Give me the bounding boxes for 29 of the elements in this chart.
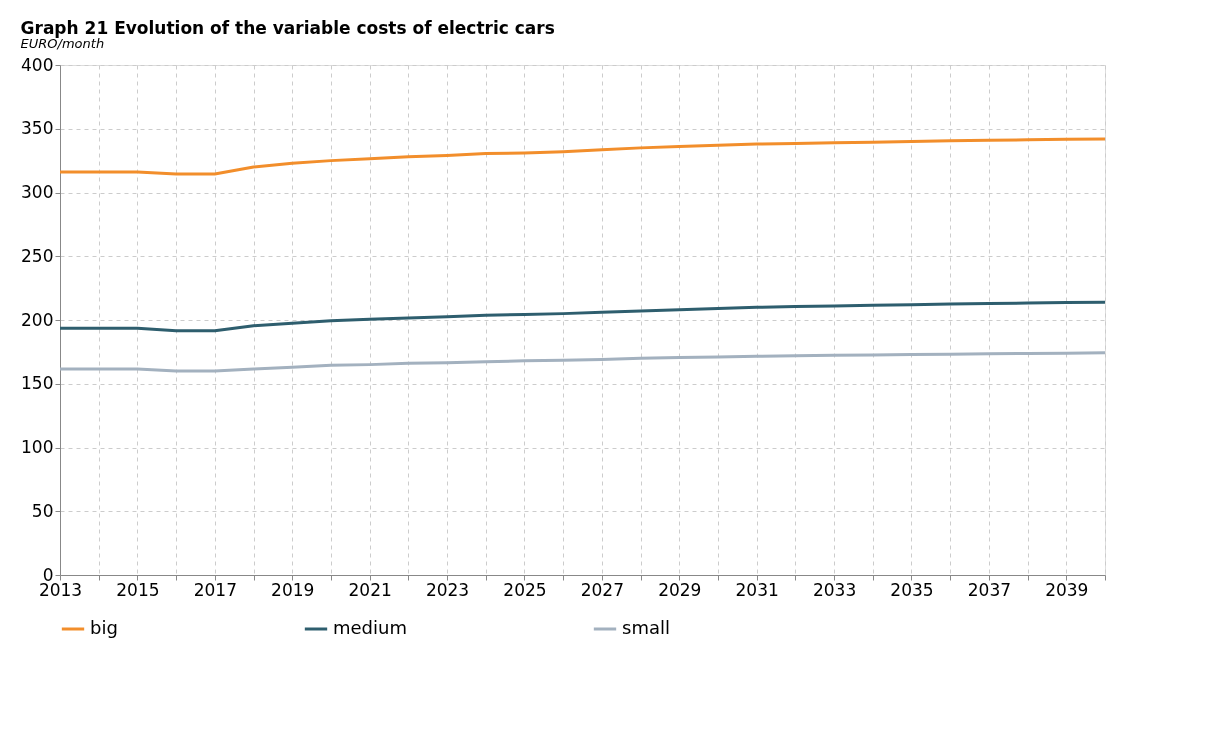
x-tick-label: 2035 (890, 579, 934, 600)
line-series (58, 351, 1107, 373)
x-tick-label: 2039 (1045, 579, 1089, 600)
y-tick-label: 350 (21, 118, 54, 139)
x-tick-label: 2037 (967, 579, 1012, 600)
y-tick-label: 200 (21, 309, 54, 330)
line-series (58, 137, 1107, 176)
y-tick-label: 400 (21, 54, 54, 75)
x-tick-label: 2033 (812, 579, 857, 600)
y-tick-label: 300 (21, 182, 54, 202)
line-series (58, 300, 1107, 333)
y-axis-title: EURO/month (20, 36, 105, 51)
legend-label: big (90, 617, 118, 638)
chart-title: Graph 21 Evolution of the variable costs of electric cars (20, 18, 555, 38)
legend-label: medium (333, 617, 407, 638)
x-tick-label: 2023 (425, 579, 470, 600)
x-tick-label: 2027 (580, 579, 624, 600)
x-tick-label: 2015 (116, 579, 160, 600)
y-tick-label: 250 (21, 245, 54, 266)
y-tick-label: 100 (21, 437, 54, 457)
x-tick-label: 2017 (193, 579, 237, 600)
x-tick-label: 2025 (503, 579, 547, 600)
x-tick-label: 2021 (348, 579, 392, 600)
legend-label: small (622, 617, 670, 638)
y-tick-label: 50 (31, 500, 54, 521)
x-tick-label: 2031 (735, 579, 779, 600)
x-tick-label: 2019 (271, 579, 315, 600)
x-tick-label: 2029 (658, 579, 702, 600)
y-tick-label: 150 (21, 373, 54, 394)
